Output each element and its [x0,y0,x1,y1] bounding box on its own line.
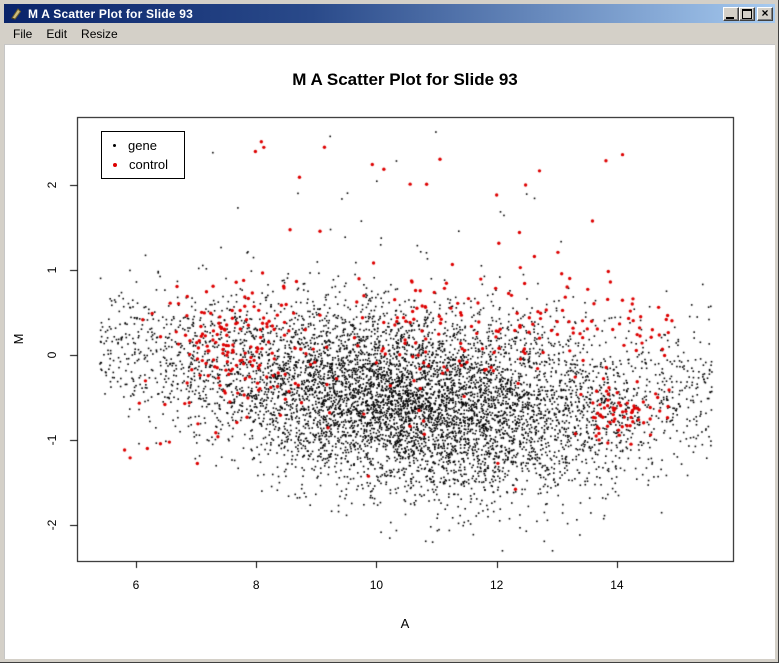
menu-edit[interactable]: Edit [46,26,68,41]
close-icon: × [761,6,769,20]
y-tick-label: 0 [45,351,59,359]
control-marker-icon [113,162,117,167]
x-tick-label: 12 [490,578,504,592]
x-axis-label: A [400,616,410,631]
minimize-icon [726,16,734,19]
window-controls: × [723,6,773,21]
legend-item-gene: gene [113,136,184,155]
x-tick-label: 10 [369,578,384,592]
chart-title: M A Scatter Plot for Slide 93 [292,70,518,89]
menu-file[interactable]: File [13,26,33,41]
menu-resize[interactable]: Resize [81,26,118,41]
plot-client-area: M A Scatter Plot for Slide 93 gene contr… [4,44,775,659]
x-tick-label: 6 [132,578,140,592]
y-tick-label: 2 [45,181,59,189]
gene-marker-icon [113,144,116,147]
y-tick-label: -2 [45,519,59,531]
x-tick-label: 14 [610,578,624,592]
legend-label-gene: gene [128,138,157,153]
legend: gene control [101,131,185,179]
y-tick-label: -1 [45,434,59,446]
y-axis-label: M [10,333,26,345]
maximize-icon [742,8,752,19]
legend-label-control: control [129,157,169,172]
title-bar[interactable]: M A Scatter Plot for Slide 93 × [4,4,775,23]
maximize-button[interactable] [739,6,755,21]
y-tick-label: 1 [45,266,59,274]
menu-bar: File Edit Resize [4,23,775,44]
legend-item-control: control [113,155,184,174]
x-tick-label: 8 [252,578,260,592]
minimize-button[interactable] [723,6,739,21]
window-title: M A Scatter Plot for Slide 93 [28,6,193,21]
window-icon [8,6,24,21]
close-button[interactable]: × [757,6,773,21]
